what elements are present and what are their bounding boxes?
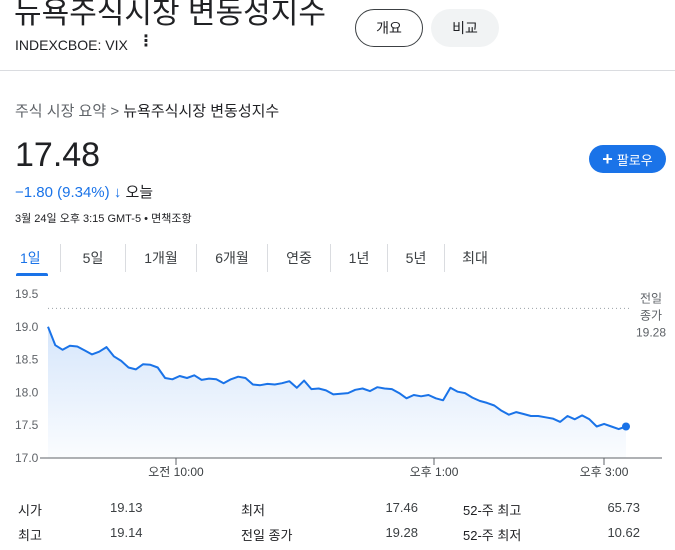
follow-label: 팔로우 [616, 152, 653, 168]
y-tick-label: 17.5 [15, 418, 39, 432]
key-stats: 시가 19.13 최저 17.46 52-주 최고 65.73 최고 19.14… [18, 500, 658, 550]
quote-timestamp: 3월 24일 오후 3:15 GMT-5 [15, 213, 142, 225]
previous-close-label: 종가 [640, 308, 662, 322]
breadcrumb: 주식 시장 요약 > 뉴욕주식시장 변동성지수 [15, 100, 279, 121]
tab-range-ytd[interactable]: 연중 [268, 244, 331, 272]
price-chart[interactable]: 19.5 19.0 18.5 18.0 17.5 17.0 전일 종가 19.28 오전 … [0, 280, 675, 485]
meta-bullet: • [144, 213, 149, 225]
stat-value: 65.73 [607, 500, 640, 515]
x-tick-label: 오전 10:00 [148, 465, 204, 479]
change-value: −1.80 (9.34%) [15, 184, 110, 201]
header-divider [0, 70, 675, 71]
stat-value: 19.28 [385, 525, 418, 540]
stats-row: 최고 19.14 전일 종가 19.28 52-주 최저 10.62 [18, 525, 658, 550]
y-tick-label: 19.5 [15, 287, 39, 301]
price-change: −1.80 (9.34%) ↓ 오늘 [15, 181, 153, 202]
stat-value: 19.14 [110, 525, 143, 540]
quote-meta: 3월 24일 오후 3:15 GMT-5 • 면책조항 [15, 210, 192, 226]
tab-range-1m[interactable]: 1개월 [126, 244, 197, 272]
range-tabs: 1일 5일 1개월 6개월 연중 1년 5년 최대 [12, 244, 505, 276]
tab-range-1d[interactable]: 1일 [12, 244, 61, 276]
y-tick-label: 19.0 [15, 320, 39, 334]
page-title: 뉴욕주식시장 변동성지수 [14, 0, 326, 30]
stat-label: 최저 [241, 503, 265, 518]
tab-range-5y[interactable]: 5년 [388, 244, 445, 272]
tab-range-max[interactable]: 최대 [462, 250, 488, 266]
breadcrumb-current: 뉴욕주식시장 변동성지수 [123, 103, 280, 120]
plus-icon: + [602, 149, 613, 169]
tab-range-6m[interactable]: 6개월 [197, 244, 268, 272]
current-price: 17.48 [15, 136, 101, 174]
follow-button[interactable]: + 팔로우 [589, 145, 666, 173]
breadcrumb-separator: > [110, 103, 120, 120]
stat-value: 19.13 [110, 500, 143, 515]
arrow-down-icon: ↓ [113, 184, 122, 201]
current-price-marker [622, 422, 630, 431]
tab-range-5d[interactable]: 5일 [61, 244, 126, 272]
breadcrumb-root-link[interactable]: 주식 시장 요약 [15, 103, 107, 120]
y-tick-label: 18.0 [15, 385, 39, 399]
stat-label: 52-주 최저 [463, 528, 522, 543]
x-tick-label: 오후 3:00 [580, 465, 629, 479]
disclaimer-link[interactable]: 면책조항 [151, 213, 192, 225]
more-vert-icon[interactable]: ⋮ [138, 33, 154, 50]
stats-row: 시가 19.13 최저 17.46 52-주 최고 65.73 [18, 500, 658, 525]
tab-range-1y[interactable]: 1년 [331, 244, 388, 272]
compare-button[interactable]: 비교 [431, 9, 499, 47]
stat-value: 10.62 [607, 525, 640, 540]
price-line [47, 326, 627, 431]
y-tick-label: 18.5 [15, 353, 39, 367]
ticker-symbol: INDEXCBOE: VIX [15, 37, 128, 53]
stat-label: 전일 종가 [241, 528, 293, 543]
previous-close-value: 19.28 [636, 325, 666, 339]
x-tick-label: 오후 1:00 [410, 465, 459, 479]
stat-label: 52-주 최고 [463, 503, 522, 518]
previous-close-label: 전일 [640, 291, 662, 305]
stat-label: 시가 [18, 503, 42, 518]
stat-label: 최고 [18, 528, 42, 543]
price-area [48, 326, 626, 458]
overview-button[interactable]: 개요 [355, 9, 423, 47]
stat-value: 17.46 [385, 500, 418, 515]
change-period: 오늘 [125, 184, 154, 201]
y-tick-label: 17.0 [15, 451, 39, 465]
